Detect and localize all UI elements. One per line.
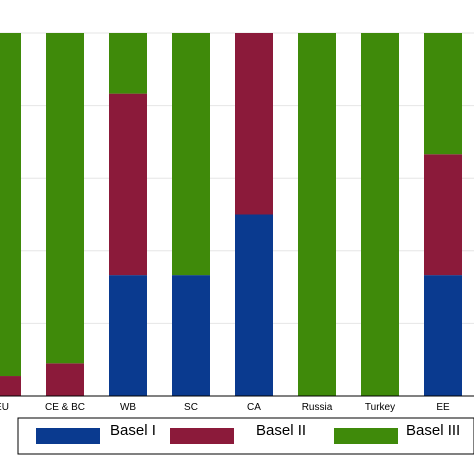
x-tick-label-2: WB	[120, 402, 136, 413]
legend-label-0: Basel I	[110, 422, 156, 439]
x-tick-label-4: CA	[247, 402, 261, 413]
bar-4-series-1	[235, 33, 273, 215]
bar-7-series-0	[424, 275, 462, 396]
bar-3-series-0	[172, 275, 210, 396]
legend-swatch-2	[334, 428, 398, 444]
legend: Basel I Basel II Basel III	[17, 417, 474, 455]
x-tick-label-3: SC	[184, 402, 198, 413]
bar-7-series-2	[424, 33, 462, 155]
bar-6-series-2	[361, 33, 399, 396]
bar-4-series-0	[235, 214, 273, 396]
bar-1-series-2	[46, 33, 84, 364]
x-tick-label-1: CE & BC	[45, 402, 85, 413]
legend-swatch-1	[170, 428, 234, 444]
x-tick-label-0: EU	[0, 402, 9, 413]
bar-2-series-0	[109, 275, 147, 396]
bar-0-series-1	[0, 376, 21, 396]
legend-label-2: Basel III	[406, 422, 460, 439]
bar-7-series-1	[424, 154, 462, 276]
legend-swatch-0	[36, 428, 100, 444]
x-tick-label-7: EE	[436, 402, 450, 413]
bar-3-series-2	[172, 33, 210, 276]
bar-5-series-2	[298, 33, 336, 396]
x-tick-label-5: Russia	[302, 402, 333, 413]
legend-label-1: Basel II	[256, 422, 306, 439]
bars	[0, 33, 462, 396]
bar-1-series-1	[46, 363, 84, 396]
x-tick-label-6: Turkey	[365, 402, 395, 413]
x-tick-labels: EU CE & BC WB SC CA Russia Turkey EE	[0, 402, 450, 413]
bar-2-series-1	[109, 93, 147, 276]
bar-0-series-2	[0, 33, 21, 377]
bar-2-series-2	[109, 33, 147, 94]
